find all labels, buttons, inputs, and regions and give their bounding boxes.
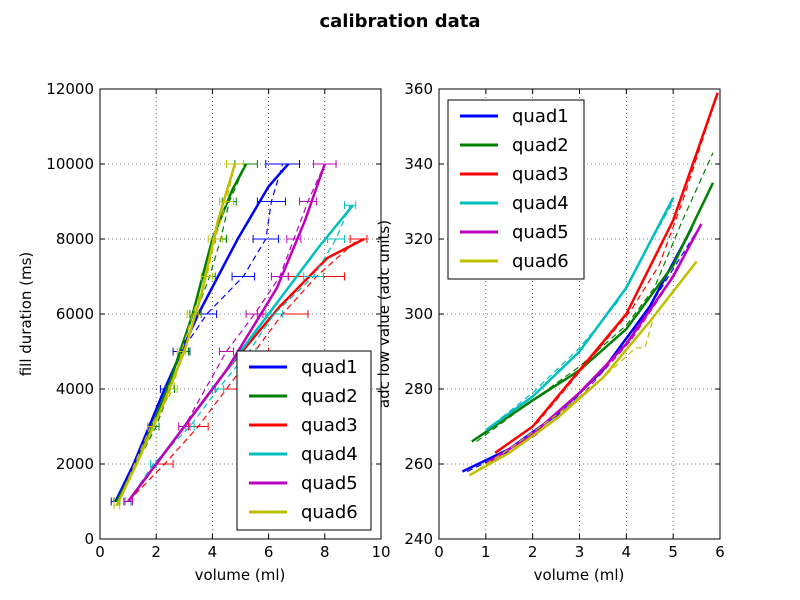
right-plot-area bbox=[461, 92, 719, 477]
left-quad6-fit-line bbox=[115, 163, 237, 506]
left-y-tick-label: 4000 bbox=[56, 380, 94, 398]
figure-title: calibration data bbox=[319, 11, 480, 32]
right-y-tick-label: 360 bbox=[404, 80, 433, 98]
left-legend: quad1 quad2 quad3 quad4 quad5 quad6 bbox=[236, 350, 372, 531]
right-y-axis-label: adc low value (adc units) bbox=[375, 220, 393, 408]
left-x-tick-label: 6 bbox=[264, 543, 274, 561]
right-x-axis-label: volume (ml) bbox=[534, 566, 625, 584]
right-legend-label-quad6: quad6 bbox=[512, 251, 569, 272]
right-quad6-fit-line bbox=[468, 260, 698, 477]
left-x-tick-label: 10 bbox=[371, 543, 390, 561]
left-x-tick-label: 4 bbox=[208, 543, 218, 561]
right-x-tick-label: 4 bbox=[622, 543, 632, 561]
left-y-tick-label: 6000 bbox=[56, 305, 94, 323]
right-series-group bbox=[461, 92, 719, 477]
left-x-tick-label: 8 bbox=[320, 543, 330, 561]
right-quad5-measured-line bbox=[490, 231, 698, 465]
left-legend-label-quad1: quad1 bbox=[301, 357, 358, 378]
right-legend-label-quad4: quad4 bbox=[512, 193, 569, 214]
right-x-tick-label: 1 bbox=[481, 543, 491, 561]
left-x-axis-label: volume (ml) bbox=[195, 566, 286, 584]
left-legend-label-quad6: quad6 bbox=[301, 502, 358, 523]
right-legend-label-quad5: quad5 bbox=[512, 222, 569, 243]
right-legend-box bbox=[447, 99, 585, 280]
right-legend-label-quad2: quad2 bbox=[512, 135, 569, 156]
left-y-axis-label: fill duration (ms) bbox=[17, 252, 35, 377]
left-y-tick-label: 2000 bbox=[56, 455, 94, 473]
right-legend-label-quad3: quad3 bbox=[512, 164, 569, 185]
fill-duration-chart: 0 2 4 6 8 10 0 2000 4000 6000 8000 10000 12000 volum… bbox=[17, 80, 391, 584]
right-y-tick-label: 300 bbox=[404, 305, 433, 323]
left-legend-box bbox=[236, 350, 372, 531]
left-y-tick-label: 10000 bbox=[46, 155, 94, 173]
left-y-tick-label: 8000 bbox=[56, 230, 94, 248]
right-y-tick-label: 260 bbox=[404, 455, 433, 473]
left-y-tick-label: 0 bbox=[84, 530, 94, 548]
left-quad5-fit-line bbox=[127, 163, 326, 503]
left-tick-labels: 0 2 4 6 8 10 0 2000 4000 6000 8000 10000 12000 bbox=[46, 80, 390, 561]
left-legend-label-quad4: quad4 bbox=[301, 444, 358, 465]
right-x-tick-label: 5 bbox=[668, 543, 678, 561]
adc-low-value-chart: 0 1 2 3 4 5 6 240 260 280 300 320 340 360 volume (ml)… bbox=[375, 80, 725, 584]
left-y-tick-label: 12000 bbox=[46, 80, 94, 98]
right-y-tick-label: 240 bbox=[404, 530, 433, 548]
right-quad2-fit-line bbox=[471, 182, 715, 443]
right-y-tick-label: 320 bbox=[404, 230, 433, 248]
right-x-tick-label: 2 bbox=[528, 543, 538, 561]
left-x-tick-label: 0 bbox=[95, 543, 105, 561]
left-quad5-measured-line bbox=[127, 163, 326, 502]
right-quad5-fit-line bbox=[485, 223, 703, 466]
right-x-tick-label: 0 bbox=[434, 543, 444, 561]
right-quad3-fit-line bbox=[494, 92, 719, 454]
right-y-tick-label: 340 bbox=[404, 155, 433, 173]
right-x-tick-label: 6 bbox=[715, 543, 725, 561]
left-legend-label-quad3: quad3 bbox=[301, 415, 358, 436]
left-legend-label-quad2: quad2 bbox=[301, 386, 358, 407]
left-quad1-measured-line bbox=[114, 163, 284, 502]
right-legend-label-quad1: quad1 bbox=[512, 106, 569, 127]
right-tick-labels: 0 1 2 3 4 5 6 240 260 280 300 320 340 360 bbox=[404, 80, 724, 561]
left-x-tick-label: 2 bbox=[151, 543, 161, 561]
right-quad4-fit-line bbox=[485, 197, 675, 432]
right-y-tick-label: 280 bbox=[404, 380, 433, 398]
right-x-tick-label: 3 bbox=[575, 543, 585, 561]
left-legend-label-quad5: quad5 bbox=[301, 473, 358, 494]
right-legend: quad1 quad2 quad3 quad4 quad5 quad6 bbox=[447, 99, 585, 280]
